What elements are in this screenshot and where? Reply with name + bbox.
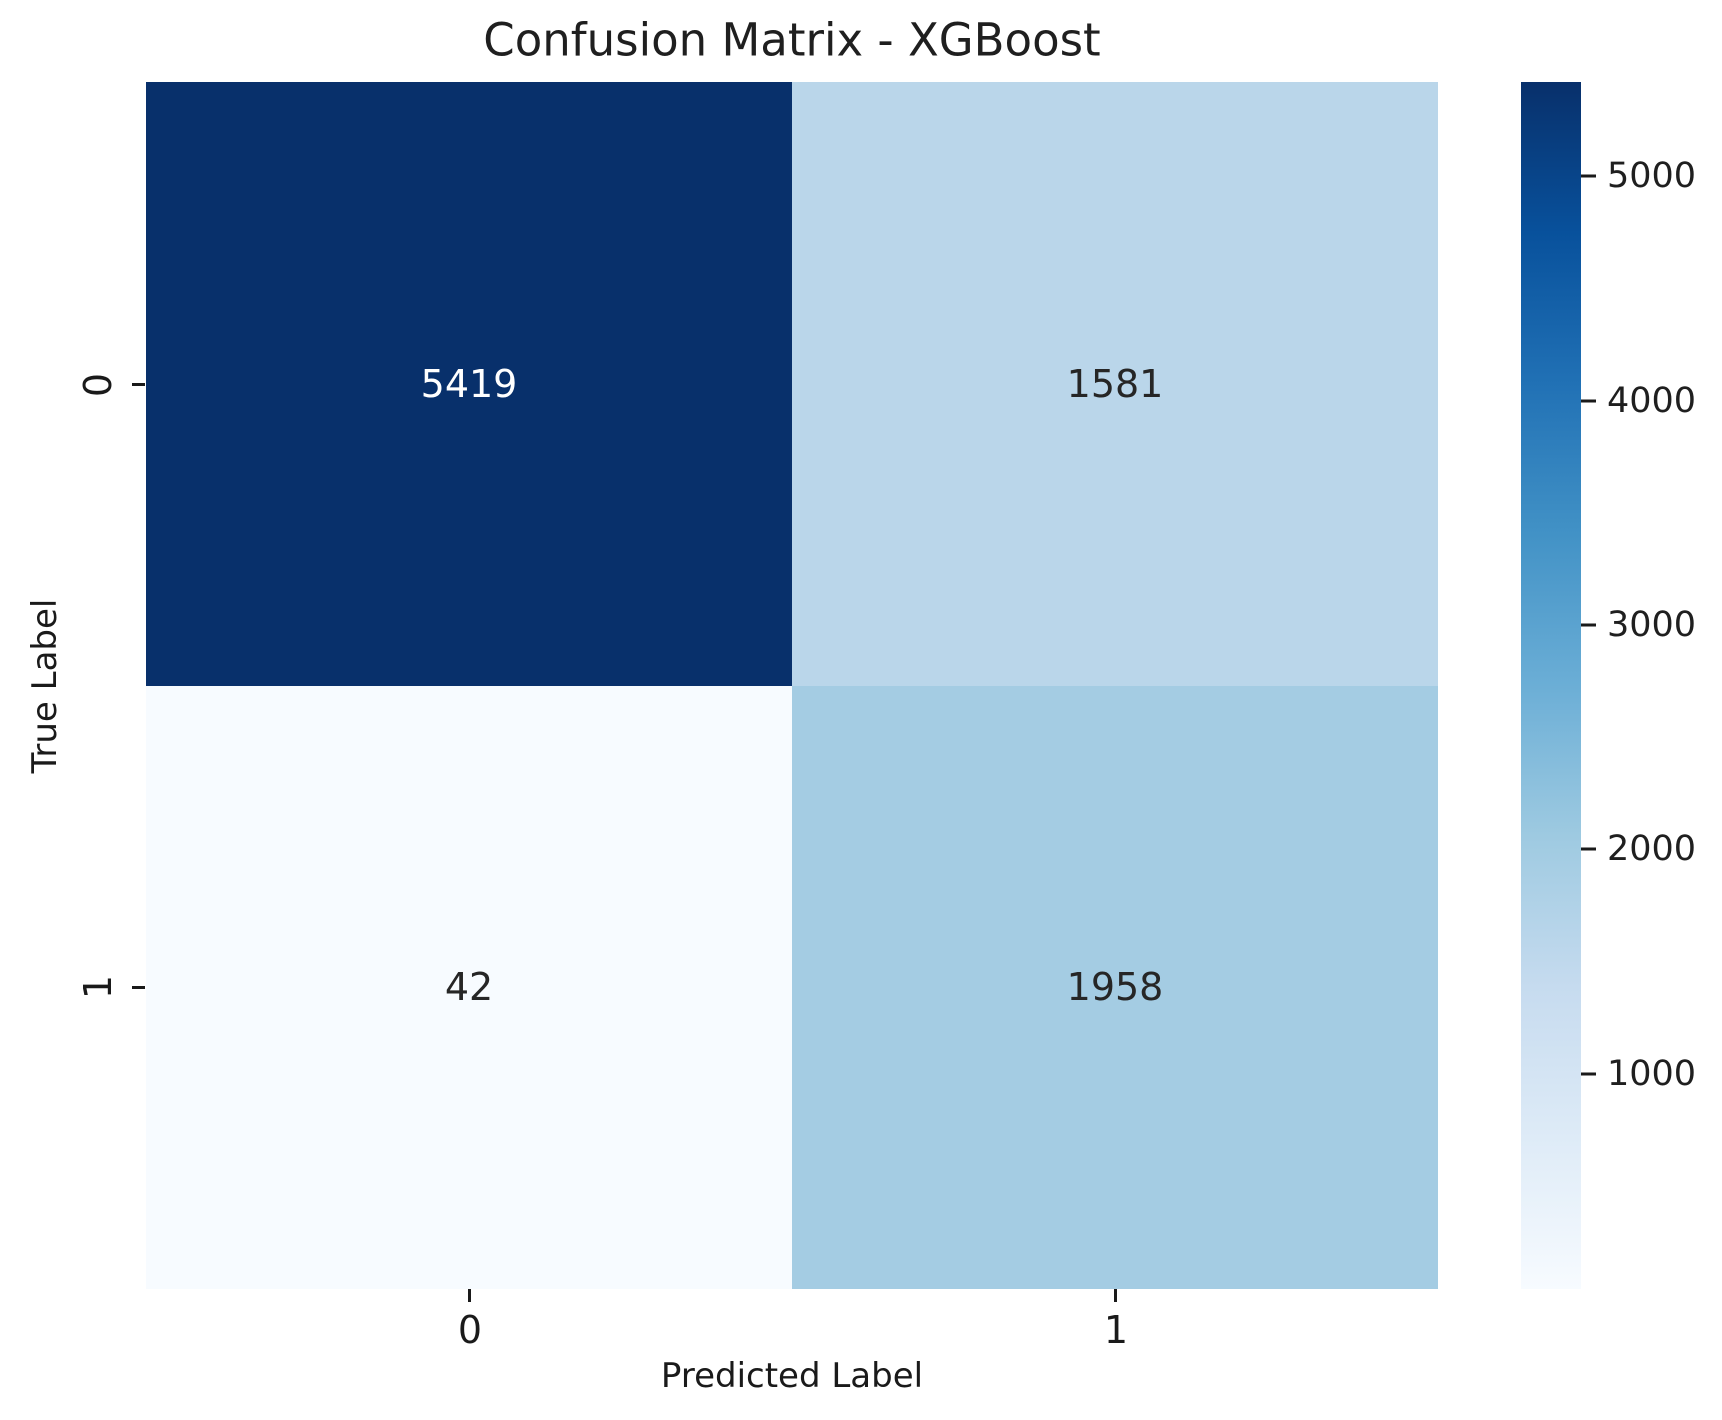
colorbar-tick-label: 3000 <box>1607 605 1697 645</box>
y-tick-mark-1 <box>132 986 145 989</box>
colorbar-tick-mark <box>1581 847 1596 851</box>
y-tick-label-0: 0 <box>76 372 120 398</box>
y-axis-label: True Label <box>25 598 65 774</box>
y-tick-mark-0 <box>132 383 145 386</box>
colorbar-tick-mark <box>1581 1072 1596 1076</box>
colorbar-tick-mark <box>1581 623 1596 627</box>
heatmap-cell: 1958 <box>792 685 1438 1289</box>
x-tick-mark-1 <box>1114 1289 1117 1302</box>
x-tick-label-1: 1 <box>1103 1308 1129 1352</box>
cell-value: 1958 <box>1066 965 1164 1010</box>
colorbar-tick-mark <box>1581 174 1596 178</box>
colorbar-tick-label: 5000 <box>1607 156 1697 197</box>
cell-value: 1581 <box>1066 361 1164 406</box>
heatmap-cell: 5419 <box>146 82 792 686</box>
heatmap-grid: 5419 1581 42 1958 <box>146 82 1438 1289</box>
colorbar-tick-label: 1000 <box>1607 1053 1697 1094</box>
plot-title: Confusion Matrix - XGBoost <box>483 13 1101 67</box>
y-tick-label-1: 1 <box>76 974 120 1000</box>
x-tick-label-0: 0 <box>457 1308 483 1352</box>
colorbar-tick-mark <box>1581 399 1596 403</box>
x-axis-label: Predicted Label <box>660 1356 924 1396</box>
x-tick-mark-0 <box>468 1289 471 1302</box>
colorbar: 5000 4000 3000 2000 1000 <box>1521 82 1696 1289</box>
colorbar-tick-label: 4000 <box>1607 380 1697 421</box>
colorbar-tick-label: 2000 <box>1607 829 1697 870</box>
cell-value: 5419 <box>420 361 518 406</box>
heatmap-cell: 42 <box>146 685 792 1289</box>
cell-value: 42 <box>444 965 494 1010</box>
heatmap-cell: 1581 <box>792 82 1438 686</box>
